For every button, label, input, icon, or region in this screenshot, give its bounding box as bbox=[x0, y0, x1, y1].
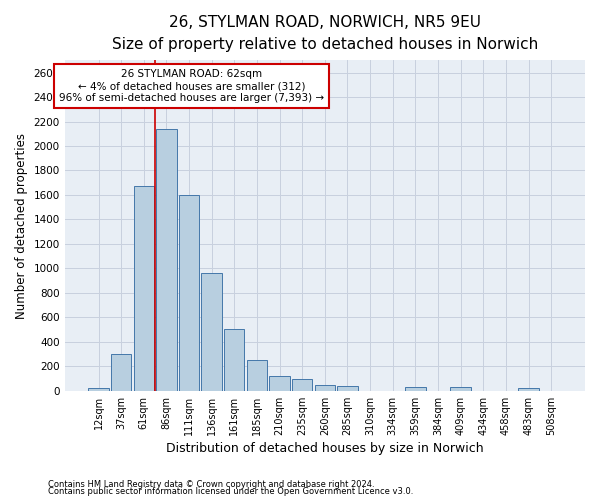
Bar bbox=[518, 388, 539, 391]
Bar bbox=[292, 378, 313, 391]
Bar bbox=[314, 384, 335, 391]
Text: 26 STYLMAN ROAD: 62sqm
← 4% of detached houses are smaller (312)
96% of semi-det: 26 STYLMAN ROAD: 62sqm ← 4% of detached … bbox=[59, 70, 324, 102]
Bar bbox=[156, 129, 176, 391]
Bar bbox=[451, 387, 471, 391]
Text: Contains public sector information licensed under the Open Government Licence v3: Contains public sector information licen… bbox=[48, 487, 413, 496]
Title: 26, STYLMAN ROAD, NORWICH, NR5 9EU
Size of property relative to detached houses : 26, STYLMAN ROAD, NORWICH, NR5 9EU Size … bbox=[112, 15, 538, 52]
Bar bbox=[269, 376, 290, 391]
Y-axis label: Number of detached properties: Number of detached properties bbox=[15, 132, 28, 318]
Bar bbox=[134, 186, 154, 391]
Bar bbox=[88, 388, 109, 391]
Bar bbox=[179, 195, 199, 391]
Bar bbox=[405, 387, 425, 391]
X-axis label: Distribution of detached houses by size in Norwich: Distribution of detached houses by size … bbox=[166, 442, 484, 455]
Bar bbox=[224, 329, 244, 391]
Bar bbox=[337, 386, 358, 391]
Bar bbox=[202, 274, 222, 391]
Bar bbox=[247, 360, 267, 391]
Text: Contains HM Land Registry data © Crown copyright and database right 2024.: Contains HM Land Registry data © Crown c… bbox=[48, 480, 374, 489]
Bar bbox=[111, 354, 131, 391]
